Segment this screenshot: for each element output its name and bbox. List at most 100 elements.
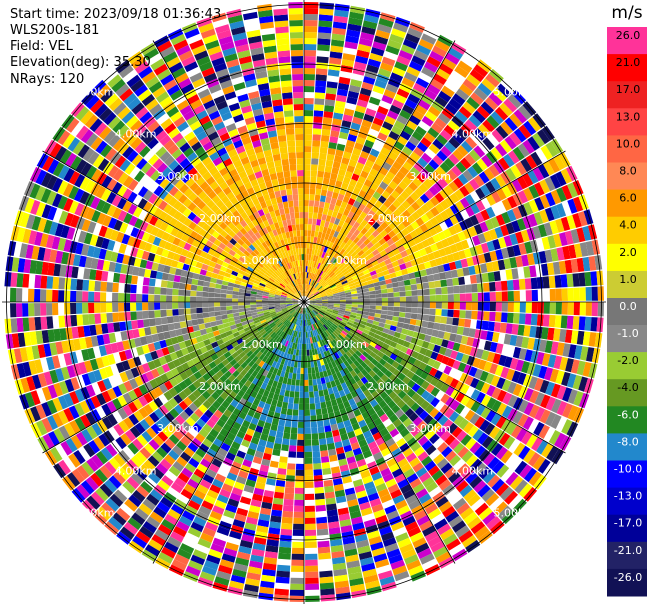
velocity-gate (239, 496, 252, 505)
velocity-gate (363, 308, 370, 313)
velocity-gate (424, 334, 432, 343)
velocity-gate (513, 442, 526, 457)
velocity-gate (46, 276, 54, 289)
velocity-gate (585, 302, 592, 316)
velocity-gate (334, 378, 341, 386)
velocity-gate (294, 324, 298, 331)
velocity-gate (444, 270, 453, 279)
velocity-gate (356, 286, 363, 291)
velocity-gate (363, 574, 379, 584)
velocity-gate (226, 302, 233, 307)
velocity-gate (124, 293, 131, 302)
velocity-gate (493, 322, 501, 333)
velocity-gate (315, 303, 322, 306)
velocity-gate (572, 196, 584, 212)
velocity-gate (274, 387, 281, 395)
velocity-gate (380, 62, 394, 72)
velocity-gate (345, 308, 352, 312)
velocity-gate (190, 494, 204, 506)
velocity-gate (406, 379, 416, 389)
velocity-gate (372, 320, 380, 326)
velocity-gate (468, 265, 476, 275)
velocity-gate (173, 322, 181, 330)
velocity-gate (309, 397, 315, 404)
velocity-gate (362, 165, 372, 174)
velocity-gate (503, 258, 512, 270)
velocity-gate (360, 219, 368, 228)
velocity-gate (444, 218, 454, 228)
velocity-gate (308, 212, 313, 219)
velocity-gate (202, 527, 216, 538)
velocity-gate (258, 387, 265, 396)
velocity-gate (279, 344, 285, 352)
velocity-gate (467, 166, 479, 178)
velocity-gate (409, 166, 420, 177)
velocity-gate (532, 167, 545, 182)
velocity-gate (428, 143, 440, 155)
velocity-gate (398, 413, 409, 423)
velocity-gate (520, 158, 533, 173)
velocity-gate (337, 82, 350, 91)
velocity-gate (429, 288, 436, 295)
velocity-gate (353, 408, 362, 417)
velocity-gate (470, 377, 480, 389)
velocity-gate (219, 428, 229, 438)
velocity-gate (270, 423, 278, 432)
velocity-gate (384, 208, 393, 217)
velocity-gate (10, 318, 18, 333)
velocity-gate (269, 460, 279, 468)
velocity-gate (297, 325, 301, 332)
velocity-gate (339, 241, 347, 249)
velocity-gate (446, 236, 455, 246)
velocity-gate (345, 425, 354, 434)
velocity-gate (339, 307, 346, 311)
velocity-gate (507, 381, 517, 394)
velocity-gate (321, 303, 328, 306)
velocity-gate (430, 377, 440, 387)
velocity-gate (498, 432, 511, 446)
velocity-gate (81, 499, 97, 515)
velocity-gate (460, 434, 472, 446)
velocity-gate (377, 462, 389, 472)
velocity-gate (327, 297, 334, 300)
velocity-gate (212, 423, 223, 433)
velocity-gate (393, 292, 400, 297)
velocity-gate (447, 422, 458, 434)
velocity-gate (539, 179, 551, 194)
velocity-gate (357, 337, 365, 345)
velocity-gate (88, 313, 96, 325)
velocity-gate (378, 276, 385, 282)
velocity-gate (418, 493, 432, 505)
velocity-gate (296, 325, 299, 332)
velocity-gate (337, 452, 346, 461)
velocity-gate (483, 168, 495, 181)
velocity-gate (258, 353, 266, 361)
velocity-gate (286, 408, 293, 416)
velocity-gate (247, 375, 255, 383)
velocity-gate (202, 302, 209, 308)
velocity-gate (345, 246, 352, 253)
velocity-gate (321, 297, 328, 300)
velocity-gate (335, 225, 342, 233)
velocity-gate (265, 545, 279, 553)
velocity-gate (319, 395, 326, 403)
velocity-gate (294, 499, 304, 506)
velocity-gate (507, 394, 518, 408)
velocity-gate (507, 312, 514, 324)
velocity-gate (386, 283, 393, 289)
velocity-gate (348, 504, 360, 514)
velocity-gate (427, 252, 436, 261)
velocity-gate (304, 290, 306, 296)
velocity-gate (350, 288, 357, 292)
velocity-gate (341, 382, 348, 390)
velocity-gate (364, 139, 375, 149)
velocity-gate (354, 484, 366, 493)
velocity-gate (350, 583, 366, 593)
velocity-gate (460, 335, 469, 345)
velocity-gate (415, 488, 429, 499)
velocity-gate (306, 307, 309, 314)
velocity-gate (349, 218, 356, 227)
velocity-gate (70, 278, 78, 291)
velocity-gate (304, 152, 312, 159)
velocity-gate (391, 320, 398, 327)
